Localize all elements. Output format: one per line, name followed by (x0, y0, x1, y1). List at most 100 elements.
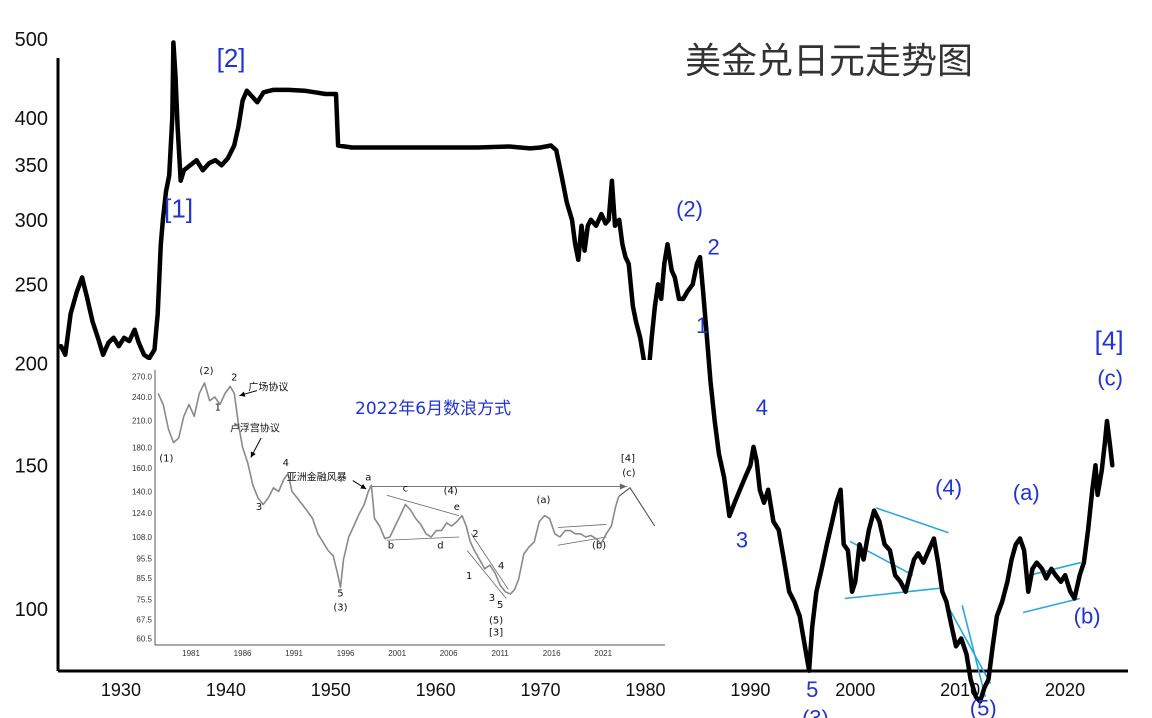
inset-label: 4 (498, 561, 504, 572)
inset-label: (1) (159, 454, 173, 465)
inset-channel-lower (466, 550, 507, 599)
inset-label: e (454, 502, 460, 513)
inset-label: 广场协议 (248, 381, 288, 394)
inset-label: (b) (592, 541, 606, 552)
wave-label: (a) (1013, 480, 1040, 505)
inset-x-tick: 2016 (543, 649, 561, 658)
inset-y-tick: 75.5 (136, 596, 152, 605)
inset-label: 5 (497, 600, 503, 611)
inset-label: c (403, 483, 409, 494)
y-tick-label: 200 (15, 353, 48, 375)
inset-y-tick: 67.5 (136, 615, 152, 624)
main-trendlines (844, 507, 1081, 698)
y-tick-label: 350 (15, 155, 48, 177)
inset-label: 2 (472, 529, 478, 540)
inset-label: (4) (444, 486, 458, 497)
trendline (1029, 561, 1081, 576)
inset-label: b (388, 541, 394, 552)
louvre-accord-arrow-head (250, 451, 256, 458)
inset-y-tick: 160.0 (132, 464, 153, 473)
main-series (58, 40, 1115, 704)
inset-series (157, 382, 620, 595)
inset-axes: 270.0 240.0 210.0 180.0 160.0 140.0 124.0 108.0… (132, 370, 665, 658)
inset-x-tick: 2021 (594, 649, 612, 658)
trendline (875, 507, 949, 534)
x-tick-label: 1990 (730, 680, 770, 700)
inset-label: (a) (536, 495, 550, 506)
inset-label: 3 (256, 502, 262, 513)
wave-label: (3) (802, 705, 829, 718)
inset-y-tick: 108.0 (132, 533, 153, 542)
trendline (1022, 597, 1080, 614)
inset-label: (c) (622, 468, 635, 479)
x-tick-label: 1980 (625, 680, 665, 700)
wave-label: [2] (217, 43, 246, 73)
y-tick-label: 150 (15, 455, 48, 477)
main-axes: 500 400 350 300 250 200 150 100 1930 1940 1950 1960… (15, 29, 1128, 700)
inset-label: (5) (489, 615, 503, 626)
inset-wedge-lower (557, 536, 607, 546)
inset-label: 1 (466, 571, 472, 582)
inset-y-tick: 140.0 (132, 487, 153, 496)
wave-label: 4 (756, 395, 768, 420)
y-tick-label: 100 (15, 599, 48, 621)
x-tick-label: 1950 (311, 680, 351, 700)
inset-background (120, 360, 680, 650)
inset-label: 亚洲金融风暴 (287, 471, 347, 484)
x-tick-label: 1970 (521, 680, 561, 700)
inset-label: d (437, 541, 443, 552)
inset-arrowhead (619, 483, 627, 490)
x-tick-label: 2020 (1045, 680, 1085, 700)
y-tick-label: 250 (15, 274, 48, 296)
wave-label: (4) (935, 475, 962, 500)
inset-y-tick: 85.5 (136, 574, 152, 583)
inset-label: 2 (231, 372, 237, 383)
wave-label: (c) (1097, 365, 1123, 390)
inset-series-line (157, 382, 620, 595)
trendline (844, 587, 940, 600)
usdjpy-series-line (58, 40, 1115, 704)
inset-x-tick: 2006 (440, 649, 458, 658)
inset-triangle-top (386, 494, 460, 516)
inset-wedge-upper (557, 524, 607, 528)
inset-label: 5 (337, 588, 343, 599)
x-tick-label: 2000 (835, 680, 875, 700)
inset-x-tick: 1981 (182, 649, 200, 658)
inset-label: 卢浮宫协议 (230, 422, 280, 435)
wave-label: [4] (1095, 326, 1124, 356)
inset-channel-upper (470, 533, 509, 590)
y-tick-label: 400 (15, 108, 48, 130)
chart-title: 美金兑日元走势图 (685, 41, 973, 82)
inset-label: a (365, 473, 371, 484)
inset-label: (3) (333, 602, 347, 613)
wave-label: 1 (696, 313, 708, 338)
inset-label: (2) (199, 366, 213, 377)
inset-y-tick: 210.0 (132, 416, 153, 425)
inset-label: 1 (215, 403, 221, 414)
wave-label: 3 (736, 527, 748, 552)
wave-label: 5 (806, 677, 818, 702)
inset-chart: 270.0 240.0 210.0 180.0 160.0 140.0 124.0 108.0… (120, 360, 680, 658)
inset-triangle-bottom (386, 536, 459, 541)
wave-label: (5) (970, 696, 997, 718)
inset-y-tick: 60.5 (136, 635, 152, 644)
asian-crisis-arrow-head (360, 483, 367, 490)
inset-y-tick: 180.0 (132, 443, 153, 452)
inset-x-tick: 2001 (388, 649, 406, 658)
inset-label: 3 (489, 593, 495, 604)
inset-y-tick: 124.0 (132, 509, 153, 518)
inset-label: 4 (283, 458, 289, 469)
inset-trendlines (369, 483, 656, 599)
plaza-accord-arrow-head (239, 391, 246, 397)
trendline (944, 601, 992, 684)
inset-y-tick: 270.0 (132, 372, 153, 381)
inset-title: 2022年6月数浪方式 (355, 399, 511, 419)
y-tick-label: 500 (15, 29, 48, 51)
wave-label: 2 (708, 235, 720, 260)
inset-projection (618, 487, 656, 527)
inset-x-tick: 1991 (285, 649, 303, 658)
inset-y-tick: 95.5 (136, 555, 152, 564)
inset-x-tick: 2011 (492, 649, 510, 658)
y-tick-label: 300 (15, 210, 48, 232)
